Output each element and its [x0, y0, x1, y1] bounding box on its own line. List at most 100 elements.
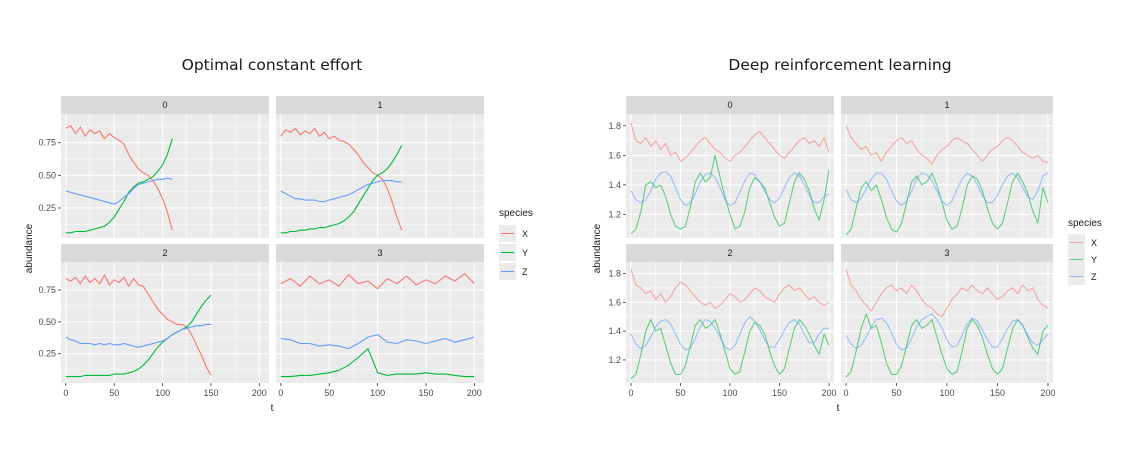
series-line-y	[280, 145, 403, 234]
legend: species XYZ	[499, 208, 533, 280]
y-tick-label: 1.4	[608, 326, 621, 336]
legend-title: species	[1068, 218, 1102, 229]
y-tick-label: 1.2	[608, 355, 621, 365]
facet-panel-0: 0 0.25 0.50 0.75	[38, 96, 269, 238]
legend-label: Z	[522, 267, 528, 277]
series-line-z	[65, 323, 211, 348]
facet-strip	[61, 96, 269, 114]
panel-background	[276, 262, 484, 383]
facet-strip	[841, 244, 1053, 262]
facet-strip-label: 2	[727, 248, 732, 258]
x-tick-label: 200	[1040, 388, 1055, 398]
facet-strip	[276, 244, 484, 262]
facet-strip	[841, 96, 1053, 114]
y-tick-label: 0.25	[38, 203, 56, 213]
legend-label: Y	[522, 248, 528, 258]
series-line-z	[845, 172, 1049, 207]
x-tick-label: 100	[155, 388, 170, 398]
x-tick-label: 150	[418, 388, 433, 398]
panel-background	[61, 262, 269, 383]
facet-strip	[276, 96, 484, 114]
y-tick-label: 1.4	[608, 180, 621, 190]
x-tick-label: 0	[628, 388, 633, 398]
facet-strip-label: 2	[162, 248, 167, 258]
legend-title: species	[499, 208, 533, 219]
series-line-x	[65, 125, 173, 231]
series-line-z	[280, 334, 475, 350]
series-line-x	[630, 269, 830, 309]
facet-panel-1: 1	[276, 96, 484, 238]
x-tick-label: 100	[370, 388, 385, 398]
series-line-z	[65, 177, 173, 205]
series-line-x	[845, 125, 1049, 165]
facet-strip-label: 0	[162, 100, 167, 110]
x-tick-label: 150	[203, 388, 218, 398]
legend: species XYZ	[1068, 218, 1102, 285]
chart-title: Deep reinforcement learning	[728, 56, 951, 74]
x-tick-label: 100	[722, 388, 737, 398]
facet-strip-label: 0	[727, 100, 732, 110]
x-tick-label: 50	[109, 388, 119, 398]
y-axis-title: abundance	[24, 223, 35, 273]
series-line-y	[280, 348, 475, 378]
series-line-y	[630, 154, 830, 235]
facet-strip-label: 3	[377, 248, 382, 258]
facet-panel-0: 0 1.2 1.4 1.6 1.8	[608, 96, 834, 238]
x-tick-label: 50	[892, 388, 902, 398]
x-tick-label: 0	[63, 388, 68, 398]
facet-strip	[626, 244, 834, 262]
facet-panel-2: 2 0.25 0.50 0.75 0 50 100 150 200	[38, 244, 269, 398]
chart-0: Optimal constant effort 0 0.25 0.50 0.75 1 2 0.…	[24, 56, 533, 414]
facet-strip	[626, 96, 834, 114]
facet-strip-label: 1	[944, 100, 949, 110]
series-line-y	[65, 138, 173, 234]
y-tick-label: 1.6	[608, 150, 621, 160]
x-tick-label: 100	[939, 388, 954, 398]
series-line-x	[280, 127, 403, 231]
y-tick-label: 1.6	[608, 297, 621, 307]
x-tick-label: 200	[467, 388, 482, 398]
x-axis-title: t	[271, 403, 274, 414]
y-tick-label: 0.50	[38, 170, 56, 180]
series-line-x	[630, 122, 830, 162]
y-tick-label: 1.2	[608, 209, 621, 219]
series-line-z	[630, 171, 830, 207]
x-tick-label: 0	[844, 388, 849, 398]
facet-strip	[61, 244, 269, 262]
x-tick-label: 50	[324, 388, 334, 398]
facet-panel-1: 1	[841, 96, 1053, 238]
y-axis-title: abundance	[592, 223, 603, 273]
series-line-x	[845, 269, 1049, 318]
legend-label: X	[522, 229, 528, 239]
x-tick-label: 50	[675, 388, 685, 398]
x-tick-label: 150	[990, 388, 1005, 398]
series-line-z	[845, 313, 1049, 351]
y-tick-label: 0.75	[38, 138, 56, 148]
series-line-y	[630, 319, 830, 380]
series-line-x	[280, 272, 475, 290]
y-tick-label: 0.50	[38, 317, 56, 327]
x-tick-label: 150	[772, 388, 787, 398]
legend-label: Z	[1091, 272, 1097, 282]
x-axis-title: t	[837, 403, 840, 414]
facet-strip-label: 3	[944, 248, 949, 258]
y-tick-label: 0.75	[38, 285, 56, 295]
series-line-y	[65, 294, 212, 378]
y-tick-label: 1.8	[608, 121, 621, 131]
panel-background	[61, 114, 269, 238]
chart-1: Deep reinforcement learning 0 1.2 1.4 1.6 1.8…	[592, 56, 1102, 414]
facet-panel-3: 3 0 50 100 150 200	[276, 244, 484, 398]
y-tick-label: 0.25	[38, 349, 56, 359]
x-tick-label: 200	[252, 388, 267, 398]
panel-background	[276, 114, 484, 238]
series-line-z	[630, 316, 829, 351]
facet-panel-2: 2 1.2 1.4 1.6 1.8 0 50 100 150 200	[608, 244, 837, 398]
facet-panel-3: 3 0 50 100 150 200	[841, 244, 1055, 398]
legend-label: Y	[1091, 255, 1097, 265]
series-line-y	[845, 313, 1049, 378]
y-tick-label: 1.8	[608, 269, 621, 279]
x-tick-label: 200	[822, 388, 837, 398]
legend-label: X	[1091, 238, 1097, 248]
series-line-z	[280, 180, 402, 203]
